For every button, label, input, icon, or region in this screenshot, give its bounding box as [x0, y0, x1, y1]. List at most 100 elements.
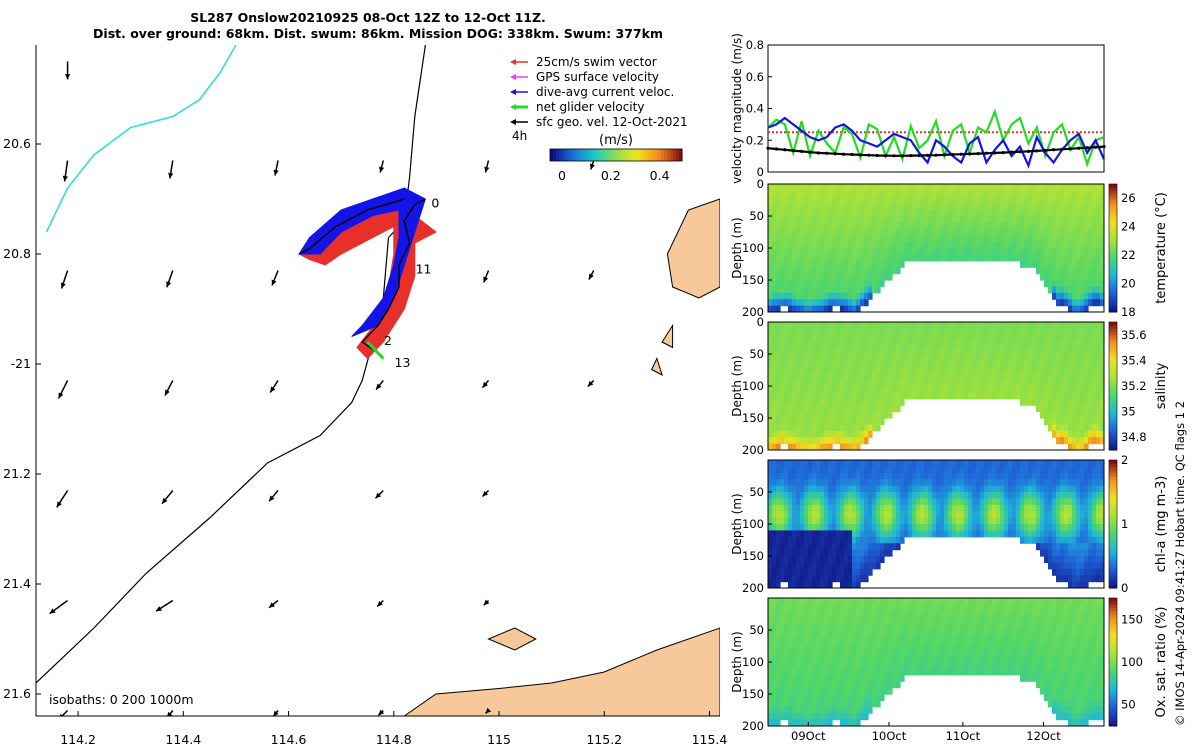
temperature-cell — [868, 222, 873, 230]
chla-cell — [816, 562, 821, 570]
temperature-cell — [788, 196, 793, 204]
chla-cell — [780, 466, 785, 474]
oxygen-cell — [832, 610, 837, 618]
temperature-cell — [796, 241, 801, 249]
chla-cell — [1080, 536, 1085, 544]
chla-cell — [780, 485, 785, 493]
temperature-cell — [892, 203, 897, 211]
salinity-cell — [1064, 322, 1069, 329]
temperature-cell — [980, 216, 985, 223]
chla-cell — [868, 460, 873, 467]
oxygen-cell — [808, 674, 813, 682]
oxygen-cell — [828, 706, 833, 714]
salinity-cell — [1096, 341, 1101, 349]
temperature-cell — [804, 203, 809, 211]
chla-cell — [892, 504, 897, 512]
salinity-cell — [968, 322, 973, 329]
temperature-cell — [820, 190, 825, 198]
chla-cell — [836, 460, 841, 467]
salinity-cell — [876, 322, 881, 329]
chla-cell — [988, 498, 993, 506]
salinity-cell — [792, 405, 797, 413]
chla-cell — [988, 472, 993, 480]
chla-cell — [888, 504, 893, 512]
temperature-cell — [1000, 241, 1005, 249]
temperature-cell — [940, 203, 945, 211]
oxygen-cell — [844, 662, 849, 669]
salinity-cell — [1088, 334, 1093, 342]
temperature-colorbar-tick-label: 24 — [1121, 220, 1136, 234]
temperature-cell — [772, 260, 777, 268]
temperature-cell — [924, 196, 929, 204]
temperature-cell — [812, 228, 817, 236]
oxygen-cell — [856, 655, 861, 663]
chla-cell — [1056, 498, 1061, 506]
chla-cell — [880, 511, 885, 519]
salinity-cell — [1044, 379, 1049, 387]
chla-cell — [960, 511, 965, 519]
salinity-cell — [1044, 354, 1049, 361]
geo-vector-head-30 — [273, 710, 279, 716]
temperature-cell — [876, 216, 881, 223]
temperature-cell — [1056, 209, 1061, 217]
chla-cell — [872, 498, 877, 506]
salinity-cell — [808, 341, 813, 349]
chla-cell — [1048, 511, 1053, 519]
temperature-cell — [1056, 203, 1061, 211]
salinity-y-tick-label: 50 — [749, 347, 764, 361]
chla-cell — [772, 543, 777, 551]
salinity-cell — [816, 322, 821, 329]
salinity-cell — [1000, 373, 1005, 381]
salinity-cell — [808, 328, 813, 336]
chla-cell — [776, 479, 781, 487]
oxygen-cell — [808, 694, 813, 701]
salinity-cell — [776, 437, 781, 445]
chla-cell — [916, 485, 921, 493]
oxygen-cell — [772, 598, 777, 605]
chla-cell — [876, 511, 881, 519]
temperature-cell — [944, 203, 949, 211]
salinity-cell — [916, 334, 921, 342]
oxygen-cell — [804, 662, 809, 669]
temperature-cell — [772, 209, 777, 217]
salinity-cell — [964, 334, 969, 342]
salinity-y-tick-label: 200 — [742, 443, 764, 457]
chla-cell — [780, 562, 785, 570]
chla-cell — [864, 511, 869, 519]
salinity-cell — [1068, 411, 1073, 419]
oxygen-cell — [792, 630, 797, 637]
salinity-cell — [836, 379, 841, 387]
chla-cell — [952, 530, 957, 538]
temperature-cell — [892, 196, 897, 204]
chla-cell — [884, 472, 889, 480]
chla-cell — [1076, 543, 1081, 551]
salinity-cell — [1080, 379, 1085, 387]
temperature-cell — [836, 196, 841, 204]
salinity-cell — [820, 443, 825, 450]
chla-cell — [1012, 517, 1017, 525]
chla-cell — [928, 498, 933, 506]
salinity-cell — [872, 322, 877, 329]
chla-cell — [800, 549, 805, 557]
temperature-cell — [924, 190, 929, 198]
chla-cell — [956, 466, 961, 474]
chla-cell — [1092, 466, 1097, 474]
chla-cell — [1072, 562, 1077, 570]
temperature-cell — [948, 203, 953, 211]
salinity-colorbar-cell — [1109, 354, 1117, 358]
salinity-cell — [808, 430, 813, 438]
chla-cell — [804, 517, 809, 525]
salinity-cell — [876, 347, 881, 355]
salinity-cell — [984, 392, 989, 400]
temperature-cell — [776, 280, 781, 287]
salinity-cell — [840, 430, 845, 438]
oxygen-cell — [832, 623, 837, 631]
chla-cell — [1024, 504, 1029, 512]
chla-cell — [832, 562, 837, 570]
chla-cell — [904, 498, 909, 506]
salinity-cell — [1048, 341, 1053, 349]
salinity-cell — [944, 386, 949, 393]
temperature-cell — [780, 235, 785, 243]
chla-cell — [972, 460, 977, 467]
temperature-cell — [856, 222, 861, 230]
